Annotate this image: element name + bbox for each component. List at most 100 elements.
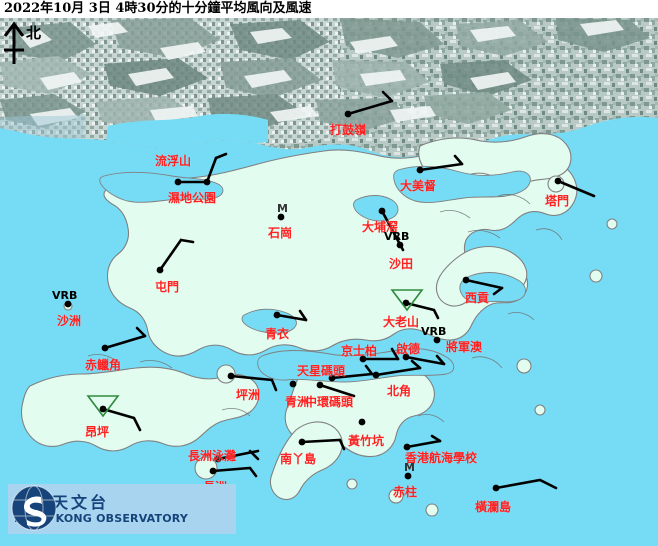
station-dot-cheung-chau-beach <box>214 455 222 463</box>
wind-barb-chek-lap-kok <box>103 334 147 350</box>
map-canvas[interactable]: 北 打鼓嶺流浮山濕地公園石崗 M 大美督塔門大埔滘沙田 VRB 屯門沙洲 VRB 赤鱲角 青衣… <box>0 18 658 546</box>
station-dot-ta-kwu-ling <box>344 110 352 118</box>
wind-barb-tsing-yi <box>275 313 308 322</box>
vrb-marker-14: VRB <box>421 325 447 338</box>
wind-barb-north-point <box>374 366 422 377</box>
wind-barb-waglan-island <box>494 478 558 490</box>
islet-4 <box>534 404 546 416</box>
station-label-24[interactable]: 長洲泳灘 <box>188 449 237 463</box>
wind-barb-feather-lau-fau-shan <box>214 152 228 160</box>
station-label-13[interactable]: 西貢 <box>465 291 490 305</box>
wind-barb-feather-ta-kwu-ling <box>381 90 394 103</box>
station-label-20[interactable]: 青洲 <box>285 395 310 409</box>
page-title: 2022年10月 3日 4時30分的十分鐘平均風向及風速 <box>4 1 312 16</box>
station-label-4[interactable]: 大美督 <box>400 179 437 193</box>
islet-1 <box>606 218 618 230</box>
station-dot-tsing-yi <box>273 311 281 319</box>
vrb-marker-7: VRB <box>384 230 410 243</box>
station-label-12[interactable]: 大老山 <box>383 315 420 329</box>
station-dot-tai-po-kau <box>378 207 386 215</box>
station-dot-wong-chuk-hang <box>358 418 366 426</box>
station-label-0[interactable]: 打鼓嶺 <box>330 123 367 137</box>
station-label-19[interactable]: 中環碼頭 <box>305 395 354 409</box>
wind-barb-sai-kung <box>464 278 504 290</box>
hko-logo-icon <box>11 485 57 531</box>
hko-logo[interactable]: 香港天文台 HONG KONG OBSERVATORY <box>8 484 236 534</box>
hk-land-layer <box>20 133 618 517</box>
station-label-27[interactable]: 香港航海學校 <box>405 451 478 465</box>
station-dot-sea-school <box>403 443 411 451</box>
harbour-water <box>99 165 531 383</box>
wind-barb-feather-sai-kung <box>492 286 504 296</box>
wind-barb-sea-school <box>405 439 442 449</box>
wind-barb-ta-kwu-ling <box>346 99 394 116</box>
station-label-16[interactable]: 啟德 <box>396 342 421 356</box>
wind-barb-star-ferry <box>330 372 374 380</box>
north-label: 北 <box>26 24 42 42</box>
coast-detail <box>87 194 563 423</box>
station-label-1[interactable]: 流浮山 <box>155 154 192 168</box>
missing-data-marker-3: M <box>277 202 288 215</box>
wind-barb-feather-tai-mei-tuk <box>453 154 464 166</box>
small-island-1 <box>388 488 404 504</box>
lantau-island-land <box>20 366 260 452</box>
map-geography <box>0 18 658 546</box>
station-label-3[interactable]: 石崗 <box>268 226 293 240</box>
station-dot-tuen-mun <box>156 266 164 274</box>
station-label-15[interactable]: 京士柏 <box>341 344 378 358</box>
wind-barb-central-pier <box>318 383 356 398</box>
station-dot-ngong-ping <box>99 405 107 413</box>
north-arrow-icon <box>3 21 25 64</box>
station-dot-lamma-island <box>298 438 306 446</box>
station-dot-tseung-kwan-o <box>433 336 441 344</box>
station-label-10[interactable]: 赤鱲角 <box>85 358 122 372</box>
wind-barb-cheung-chau <box>211 466 258 478</box>
wind-barb-tuen-mun <box>158 238 183 272</box>
satellite-mainland <box>0 18 658 158</box>
station-dot-sai-kung <box>462 276 470 284</box>
station-label-6[interactable]: 大埔滘 <box>362 220 399 234</box>
station-label-8[interactable]: 屯門 <box>155 280 180 294</box>
station-label-21[interactable]: 坪洲 <box>236 388 261 402</box>
station-label-26[interactable]: 南丫島 <box>280 452 317 466</box>
missing-data-marker-28: M <box>404 461 415 474</box>
station-label-18[interactable]: 北角 <box>387 384 412 398</box>
title-bar: 2022年10月 3日 4時30分的十分鐘平均風向及風速 <box>0 0 658 18</box>
hko-logo-english: HONG KONG OBSERVATORY <box>14 512 189 525</box>
wind-barb-shaft-lau-fau-shan <box>205 156 218 184</box>
station-label-22[interactable]: 昂坪 <box>85 425 110 439</box>
wind-barb-feather-cheung-chau-beach <box>248 449 260 461</box>
wind-barb-feather-star-ferry <box>364 364 374 376</box>
wind-barb-feather-sea-school <box>430 434 442 443</box>
wind-barb-feather-chek-lap-kok <box>135 326 147 338</box>
station-dot-waglan-island <box>492 484 500 492</box>
station-label-5[interactable]: 塔門 <box>545 194 570 208</box>
station-label-14[interactable]: 將軍澳 <box>446 340 483 354</box>
tolo-harbour <box>393 165 531 203</box>
small-island-3 <box>425 503 439 517</box>
station-label-11[interactable]: 青衣 <box>265 327 290 341</box>
deep-bay <box>99 171 224 203</box>
station-dot-kings-park <box>359 355 367 363</box>
station-label-17[interactable]: 天星碼頭 <box>297 364 346 378</box>
station-dot-sha-chau <box>64 300 72 308</box>
wind-barb-peng-chau <box>229 374 278 392</box>
station-label-28[interactable]: 赤柱 <box>393 485 418 499</box>
station-label-29[interactable]: 橫瀾島 <box>475 500 512 514</box>
station-dot-green-island <box>289 380 297 388</box>
station-dot-chek-lap-kok <box>101 344 109 352</box>
islet-3 <box>516 358 532 374</box>
station-label-2[interactable]: 濕地公園 <box>168 191 217 205</box>
station-dot-tai-mei-tuk <box>416 166 424 174</box>
wind-barb-feather-north-point <box>410 359 422 370</box>
station-dot-cheung-chau <box>209 467 217 475</box>
wind-barb-layer <box>64 90 596 492</box>
wind-barb-feather-tsing-yi <box>298 309 308 322</box>
station-label-7[interactable]: 沙田 <box>389 257 414 271</box>
wind-barb-ngong-ping <box>101 407 142 432</box>
small-island-2 <box>346 478 358 490</box>
station-dot-stanley <box>404 472 412 480</box>
station-label-9[interactable]: 沙洲 <box>57 314 82 328</box>
station-label-23[interactable]: 黃竹坑 <box>348 434 385 448</box>
